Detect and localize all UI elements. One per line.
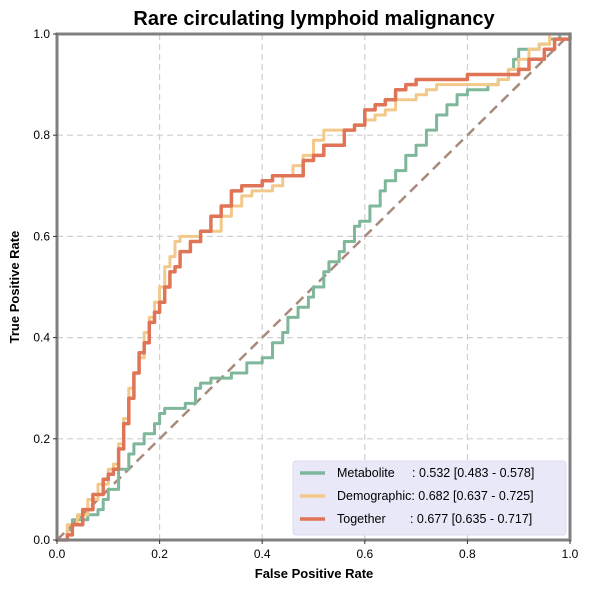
legend-box: [292, 460, 567, 536]
x-tick-label: 1.0: [562, 547, 579, 561]
roc-line-together: [55, 32, 572, 542]
x-tick-label: 0.4: [254, 547, 271, 561]
roc-line-demographic: [55, 32, 572, 542]
y-axis-label: True Positive Rate: [7, 231, 22, 344]
x-tick-label: 0.6: [356, 547, 373, 561]
y-tick-label: 1.0: [33, 27, 50, 41]
legend-label-metabolite: Metabolite : 0.532 [0.483 - 0.578]: [337, 466, 534, 480]
y-tick-label: 0.6: [33, 229, 50, 243]
roc-line-metabolite: [55, 32, 572, 542]
x-tick-label: 0.0: [49, 547, 66, 561]
legend: Metabolite : 0.532 [0.483 - 0.578] Demogr…: [292, 460, 567, 536]
y-tick-label: 0.0: [33, 533, 50, 547]
axis-ticks: 0.0 0.2 0.4 0.6 0.8 1.0 0.0 0.2 0.4 0.6 0.8 1.0: [33, 27, 578, 561]
chart-title: Rare circulating lymphoid malignancy: [133, 8, 495, 30]
y-tick-label: 0.4: [33, 331, 50, 345]
series-layer: [55, 32, 572, 542]
plot-frame: [55, 32, 572, 542]
y-tick-label: 0.8: [33, 128, 50, 142]
x-axis-label: False Positive Rate: [255, 566, 374, 581]
y-tick-label: 0.2: [33, 432, 50, 446]
legend-label-together: Together : 0.677 [0.635 - 0.717]: [337, 512, 532, 526]
legend-label-demographic: Demographic: 0.682 [0.637 - 0.725]: [337, 489, 534, 503]
x-tick-label: 0.2: [151, 547, 168, 561]
x-tick-label: 0.8: [459, 547, 476, 561]
